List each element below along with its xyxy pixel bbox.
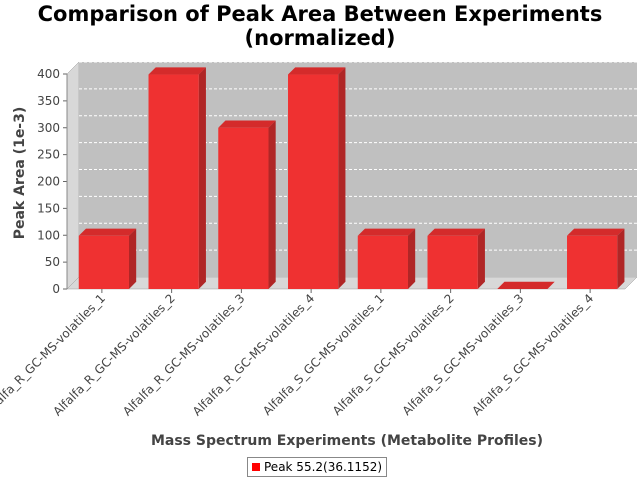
- bar-top: [288, 67, 346, 75]
- bar-side: [477, 228, 485, 289]
- bar-top: [357, 228, 416, 236]
- legend-swatch: [252, 463, 260, 471]
- y-tick-label: 350: [37, 94, 60, 108]
- x-tick-label: Alfalfa_S_GC-MS-volatiles_2: [330, 291, 457, 418]
- bar-side: [338, 67, 346, 290]
- bar-side: [268, 120, 276, 289]
- legend-label: Peak 55.2(36.1152): [264, 460, 383, 474]
- y-tick-label: 250: [37, 148, 60, 162]
- x-axis-label: Mass Spectrum Experiments (Metabolite Pr…: [151, 433, 543, 449]
- y-tick-label: 100: [37, 228, 60, 242]
- y-tick-label: 150: [37, 201, 60, 215]
- legend: Peak 55.2(36.1152): [247, 457, 388, 477]
- bar-top: [567, 228, 625, 236]
- bar-top: [148, 67, 206, 75]
- bar-side: [407, 228, 416, 289]
- chart-title-line-2: (normalized): [244, 26, 396, 50]
- bar-side: [198, 67, 206, 290]
- bar: [357, 235, 408, 289]
- bar: [288, 74, 339, 289]
- bar-top: [497, 281, 555, 289]
- y-tick-label: 200: [37, 175, 60, 189]
- y-axis-label: Peak Area (1e-3): [12, 107, 28, 240]
- y-tick-label: 50: [45, 255, 60, 269]
- chart-title: Comparison of Peak Area Between Experime…: [0, 2, 640, 50]
- chart-title-line-1: Comparison of Peak Area Between Experime…: [37, 2, 603, 26]
- bar: [567, 235, 618, 289]
- bar-top: [427, 228, 485, 236]
- bar-top: [78, 228, 137, 236]
- bar: [78, 235, 129, 289]
- y-tick-label: 400: [37, 67, 60, 81]
- x-tick-label: Alfalfa_R_GC-MS-volatiles_1: [0, 291, 108, 418]
- x-tick-label: Alfalfa_R_GC-MS-volatiles_2: [50, 291, 177, 418]
- bar-top: [218, 120, 276, 128]
- x-tick-label: Alfalfa_S_GC-MS-volatiles_3: [400, 291, 527, 418]
- bar-side: [128, 228, 137, 289]
- bar-side: [617, 228, 625, 289]
- x-tick-label: Alfalfa_R_GC-MS-volatiles_4: [190, 291, 317, 418]
- x-tick-label: Alfalfa_R_GC-MS-volatiles_3: [120, 291, 247, 418]
- bar: [148, 74, 199, 289]
- bar: [218, 127, 269, 289]
- y-tick-label: 0: [52, 282, 60, 296]
- y-tick-label: 300: [37, 121, 60, 135]
- x-tick-label: Alfalfa_S_GC-MS-volatiles_1: [260, 291, 387, 418]
- x-tick-label: Alfalfa_S_GC-MS-volatiles_4: [469, 291, 596, 418]
- plot-side-wall: [66, 61, 80, 290]
- bar: [427, 235, 478, 289]
